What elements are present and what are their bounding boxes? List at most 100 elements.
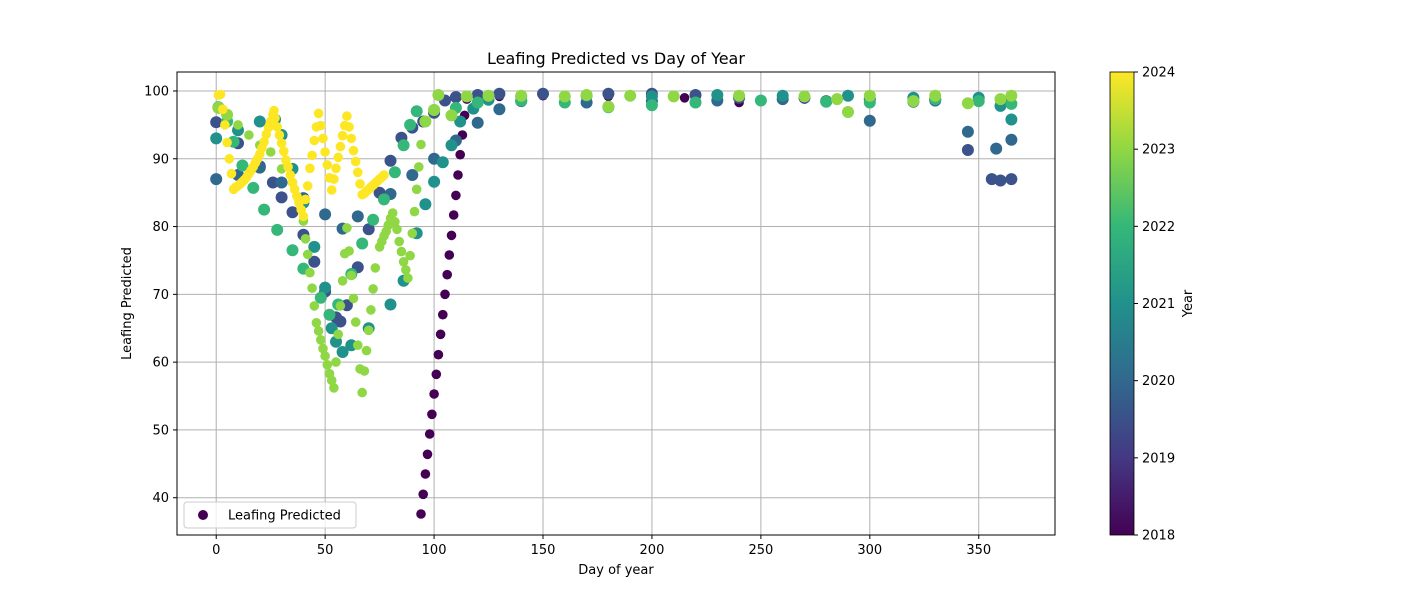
data-point xyxy=(363,325,374,336)
data-point xyxy=(210,132,223,145)
data-point xyxy=(334,315,347,328)
data-point xyxy=(435,329,446,340)
plot-background xyxy=(177,72,1055,535)
data-point xyxy=(298,211,309,222)
data-point xyxy=(416,509,426,519)
data-point xyxy=(679,93,690,103)
data-point xyxy=(445,139,458,152)
data-point xyxy=(398,257,409,267)
data-point xyxy=(348,293,359,304)
y-tick-label: 100 xyxy=(144,84,169,99)
data-point xyxy=(342,111,352,121)
data-point xyxy=(689,96,702,109)
data-point xyxy=(961,125,974,138)
data-point xyxy=(275,191,288,204)
colorbar-tick-label: 2018 xyxy=(1142,529,1175,544)
data-point xyxy=(420,469,431,479)
colorbar-label: Year xyxy=(1181,289,1196,318)
data-point xyxy=(275,176,288,189)
data-point xyxy=(353,340,363,351)
data-point xyxy=(307,150,317,161)
data-point xyxy=(440,289,450,300)
x-tick-label: 250 xyxy=(748,543,773,558)
data-point xyxy=(384,154,397,167)
data-point xyxy=(353,167,363,178)
data-point xyxy=(222,137,232,148)
data-point xyxy=(448,210,459,220)
data-points xyxy=(210,87,1018,519)
data-point xyxy=(1005,113,1018,126)
data-point xyxy=(331,357,341,367)
x-tick-label: 300 xyxy=(857,543,882,558)
data-point xyxy=(220,120,230,130)
data-point xyxy=(329,383,339,393)
data-point xyxy=(218,104,228,115)
data-point xyxy=(831,93,844,106)
data-point xyxy=(361,345,372,356)
data-point xyxy=(320,147,330,157)
data-point xyxy=(446,230,457,241)
data-point xyxy=(368,284,378,294)
colorbar-ticks: 2018 2019 2020 2021 2022 2023 2024 xyxy=(1134,66,1175,544)
data-point xyxy=(994,93,1007,106)
data-point xyxy=(427,409,437,420)
colorbar-tick-label: 2020 xyxy=(1142,374,1175,389)
data-point xyxy=(308,240,321,253)
data-point xyxy=(449,91,462,104)
data-point xyxy=(394,236,405,247)
data-point xyxy=(429,389,439,399)
data-point xyxy=(300,194,311,205)
data-point xyxy=(422,449,433,460)
data-point xyxy=(972,95,985,108)
data-point xyxy=(384,298,397,311)
data-point xyxy=(392,224,402,235)
data-point xyxy=(337,130,348,141)
series-2023 xyxy=(212,89,1018,398)
data-point xyxy=(378,193,390,206)
data-point xyxy=(431,369,442,380)
y-tick-label: 90 xyxy=(152,152,169,167)
data-point xyxy=(418,489,429,500)
data-point xyxy=(994,174,1007,187)
data-point xyxy=(346,270,357,281)
data-point xyxy=(307,283,317,294)
data-point xyxy=(356,237,369,250)
data-point xyxy=(414,162,424,172)
data-point xyxy=(366,305,376,315)
data-point xyxy=(359,366,370,376)
data-point xyxy=(428,104,441,116)
data-point xyxy=(322,160,333,170)
data-point xyxy=(370,263,381,273)
data-point xyxy=(403,273,413,283)
data-point xyxy=(253,115,266,128)
x-tick-label: 200 xyxy=(640,543,665,558)
data-point xyxy=(396,246,407,257)
data-point xyxy=(302,249,313,260)
data-point xyxy=(624,89,637,102)
data-point xyxy=(313,108,324,119)
colorbar-tick-label: 2024 xyxy=(1142,66,1175,81)
data-point xyxy=(308,255,321,268)
series-2024 xyxy=(213,89,389,222)
colorbar-tick-label: 2023 xyxy=(1142,143,1175,158)
data-point xyxy=(515,89,528,102)
data-point xyxy=(266,176,279,189)
data-point xyxy=(309,301,320,311)
data-point xyxy=(558,90,571,103)
data-point xyxy=(333,152,344,163)
y-tick-label: 80 xyxy=(152,220,169,235)
data-point xyxy=(346,133,357,144)
data-point xyxy=(319,281,332,294)
data-point xyxy=(410,105,423,118)
data-point xyxy=(283,162,293,172)
legend: Leafing Predicted xyxy=(183,501,357,529)
data-point xyxy=(335,301,346,311)
legend-label: Leafing Predicted xyxy=(228,509,341,524)
data-point xyxy=(482,89,495,102)
data-point xyxy=(436,156,449,169)
data-point xyxy=(333,329,344,340)
data-point xyxy=(842,106,854,118)
y-tick-label: 70 xyxy=(152,288,169,303)
data-point xyxy=(322,360,333,370)
